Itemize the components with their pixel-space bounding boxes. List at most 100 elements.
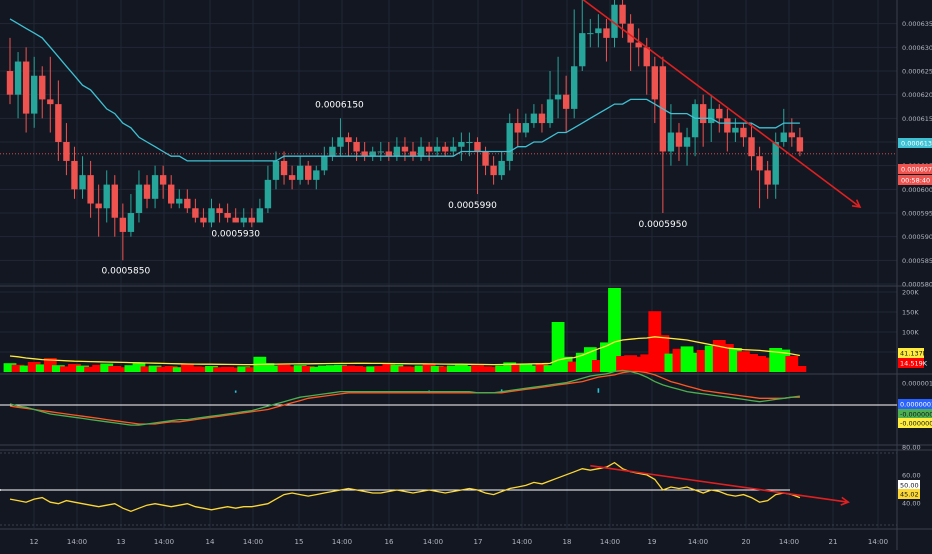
macd-value-badge	[898, 399, 932, 409]
volume-bar	[237, 366, 251, 372]
volume-bar	[422, 364, 436, 372]
volume-bar	[68, 364, 81, 372]
time-axis-label: 14:00	[154, 538, 174, 546]
candle-body	[353, 142, 360, 152]
rsi-axis-label: 60.00	[902, 472, 921, 480]
volume-bar	[543, 365, 557, 372]
candle-body	[377, 151, 384, 153]
volume-bar	[527, 365, 541, 372]
volume-bar	[406, 366, 420, 372]
candle-body	[716, 108, 723, 119]
candle-body	[514, 123, 521, 133]
volume-bar	[188, 366, 202, 372]
candle-body	[522, 123, 530, 133]
candle-body	[635, 42, 642, 48]
rsi-value-text: 50.00	[900, 482, 919, 490]
candle-body	[232, 217, 239, 223]
candle-body	[256, 208, 264, 223]
macd-value-badge	[898, 409, 932, 419]
candle-body	[732, 127, 739, 133]
volume-bar	[164, 366, 178, 372]
volume-bar	[293, 365, 307, 372]
candle-body	[385, 151, 393, 157]
candle-body	[538, 113, 546, 124]
macd-signal-line	[9, 370, 800, 425]
candle-body	[603, 28, 610, 38]
price-annotation: 0.0006150	[315, 100, 364, 110]
time-axis-label: 14:00	[67, 538, 87, 546]
candle-body	[135, 184, 143, 213]
candle-body	[200, 217, 207, 223]
candle-body	[675, 132, 683, 147]
candle-body	[611, 4, 618, 38]
volume-bar	[269, 365, 283, 372]
volume-bar	[197, 366, 210, 372]
time-axis-label: 14:00	[243, 538, 263, 546]
time-axis-label: 13	[117, 538, 126, 546]
candle-body	[740, 127, 747, 138]
time-axis-label: 14:00	[423, 538, 443, 546]
moving-average-line	[9, 18, 800, 162]
price-axis-value-badge	[898, 164, 932, 174]
candle-body	[127, 213, 135, 232]
candle-body	[143, 184, 151, 199]
volume-bar	[454, 364, 468, 372]
macd-axis-label: 0.0000010	[902, 380, 932, 388]
volume-bar	[414, 365, 428, 372]
candle-body	[764, 170, 771, 185]
candle-body	[313, 170, 320, 180]
candle-body	[474, 142, 481, 152]
time-axis-label: 14:00	[332, 538, 352, 546]
candle-body	[748, 137, 755, 157]
volume-bar	[11, 364, 25, 372]
time-axis-label: 14:00	[688, 538, 708, 546]
volume-bar	[27, 362, 41, 372]
candle-body	[450, 146, 457, 152]
time-axis-label: 18	[563, 538, 572, 546]
volume-bar	[326, 365, 339, 372]
candle-body	[337, 137, 344, 147]
volume-bar	[261, 363, 275, 372]
price-axis-label: 0.0005850	[902, 257, 932, 265]
volume-bar	[76, 365, 89, 372]
rsi-value-text: 45.02	[900, 491, 919, 499]
volume-bar	[156, 366, 170, 372]
candle-body	[691, 104, 699, 138]
volume-bar	[358, 366, 372, 372]
candle-body	[409, 151, 417, 157]
candle-body	[288, 175, 296, 180]
candle-body	[63, 142, 70, 161]
volume-axis-label: 200K	[902, 289, 919, 297]
price-annotation: 0.0005950	[639, 220, 688, 230]
candle-body	[248, 217, 255, 223]
price-trendline-arrowhead	[851, 199, 862, 208]
candle-body	[562, 94, 570, 109]
volume-bar	[350, 366, 363, 372]
candle-body	[772, 142, 779, 185]
candle-body	[296, 165, 304, 180]
candle-body	[216, 208, 223, 213]
candle-body	[788, 132, 796, 138]
macd-line	[9, 369, 800, 426]
candle-body	[39, 75, 46, 100]
candle-body	[643, 47, 650, 67]
candle-body	[780, 132, 787, 142]
volume-bar	[535, 363, 549, 372]
candle-body	[571, 66, 578, 109]
candle-body	[756, 156, 763, 171]
time-axis-label: 20	[742, 538, 751, 546]
rsi-axis-label: 80.00	[902, 444, 921, 452]
time-axis-label: 12	[30, 538, 39, 546]
volume-bar	[140, 366, 154, 372]
candle-body	[417, 146, 425, 157]
candle-body	[55, 104, 62, 142]
candle-body	[14, 61, 22, 95]
volume-bar	[382, 363, 396, 372]
volume-bar	[172, 367, 186, 372]
rsi-line	[9, 461, 801, 512]
candle-body	[159, 175, 167, 185]
volume-bar	[60, 366, 73, 372]
